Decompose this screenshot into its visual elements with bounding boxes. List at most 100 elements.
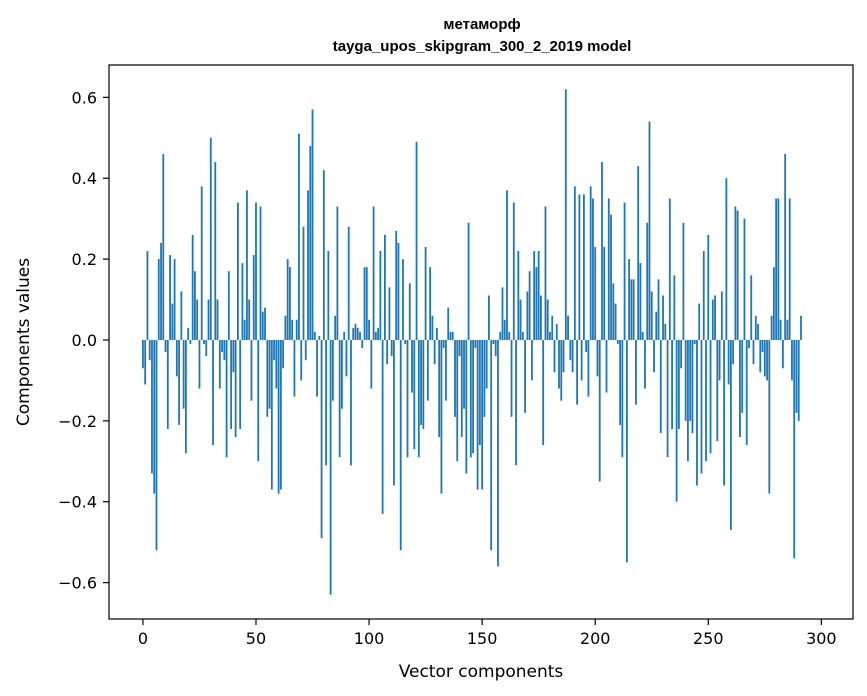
bar-115: [402, 259, 404, 340]
bar-237: [677, 339, 680, 429]
bar-42: [237, 202, 239, 340]
bar-186: [562, 339, 565, 373]
bar-27: [203, 339, 205, 345]
bar-214: [625, 339, 628, 563]
chart-title: метаморф: [443, 16, 520, 33]
bar-38: [227, 271, 230, 340]
bar-57: [270, 339, 273, 490]
bar-277: [768, 339, 771, 494]
bar-153: [488, 295, 490, 340]
bar-272: [757, 323, 759, 340]
bar-145: [469, 339, 472, 458]
bar-130: [436, 327, 438, 340]
bar-25: [198, 339, 201, 389]
bar-23: [194, 271, 196, 340]
bar-249: [705, 339, 707, 462]
bar-223: [646, 222, 649, 340]
plot-frame: [108, 64, 854, 620]
bar-45: [243, 319, 246, 340]
bar-176: [540, 295, 542, 340]
bar-261: [732, 339, 735, 365]
bar-131: [438, 339, 441, 438]
bar-106: [381, 339, 384, 514]
bar-33: [216, 299, 219, 340]
bar-215: [628, 259, 631, 340]
bar-287: [791, 339, 793, 381]
y-axis-ticks: −0.6 −0.4 −0.2 0.0 0.2 0.4 0.6: [58, 88, 109, 593]
bar-276: [766, 339, 768, 381]
bar-158: [499, 331, 502, 340]
bar-191: [573, 186, 576, 340]
bar-50: [255, 202, 257, 340]
y-tick-label: 0.0: [72, 331, 97, 350]
bar-64: [286, 259, 289, 340]
bar-224: [648, 121, 651, 340]
bar-85: [334, 315, 337, 340]
bar-113: [397, 242, 400, 340]
bar-246: [698, 303, 701, 340]
bar-190: [571, 339, 574, 373]
bar-243: [691, 339, 694, 433]
bar-256: [720, 291, 723, 340]
bar-225: [650, 291, 653, 340]
bars-group: [142, 89, 802, 595]
bar-119: [411, 339, 413, 393]
bar-68: [295, 319, 298, 340]
bar-67: [293, 339, 296, 397]
bar-172: [530, 339, 533, 381]
bar-71: [302, 226, 305, 340]
bar-97: [361, 339, 364, 349]
bar-189: [569, 339, 572, 361]
bar-109: [388, 287, 391, 340]
bar-135: [447, 307, 450, 340]
bar-86: [336, 206, 339, 340]
bar-232: [666, 339, 669, 458]
bar-177: [542, 339, 545, 446]
bar-127: [429, 267, 432, 340]
bar-91: [347, 226, 350, 340]
bar-128: [431, 315, 434, 340]
bar-5: [153, 339, 156, 494]
bar-41: [234, 339, 237, 438]
bar-36: [223, 339, 226, 361]
bar-168: [521, 331, 524, 340]
bar-267: [745, 339, 748, 446]
bar-58: [273, 339, 275, 361]
bar-169: [524, 339, 526, 413]
bar-21: [189, 339, 192, 345]
bar-140: [458, 339, 461, 357]
x-tick-label: 50: [246, 629, 266, 648]
bar-238: [680, 339, 683, 369]
bar-162: [508, 331, 511, 340]
bar-149: [478, 339, 481, 446]
bar-244: [693, 339, 696, 345]
bar-170: [526, 291, 529, 340]
bar-154: [490, 339, 493, 551]
bar-182: [553, 339, 556, 373]
bar-76: [313, 331, 316, 340]
bar-227: [655, 311, 658, 340]
bar-151: [483, 339, 486, 417]
bar-72: [304, 339, 307, 361]
bar-200: [594, 246, 597, 340]
bar-93: [352, 327, 355, 340]
bar-65: [289, 267, 291, 340]
bar-257: [723, 339, 726, 486]
bar-178: [544, 206, 547, 340]
bar-117: [406, 339, 409, 458]
bar-173: [533, 251, 536, 340]
bar-188: [567, 315, 569, 340]
bar-271: [754, 315, 757, 340]
bar-15: [175, 339, 178, 377]
bar-2: [146, 251, 149, 340]
bar-148: [476, 339, 479, 490]
bar-220: [639, 263, 642, 340]
x-tick-label: 0: [138, 629, 148, 648]
bar-252: [711, 299, 714, 340]
bar-203: [601, 162, 603, 340]
bar-108: [386, 339, 389, 365]
bar-222: [644, 339, 646, 389]
bar-104: [377, 327, 380, 340]
bar-39: [230, 339, 233, 429]
